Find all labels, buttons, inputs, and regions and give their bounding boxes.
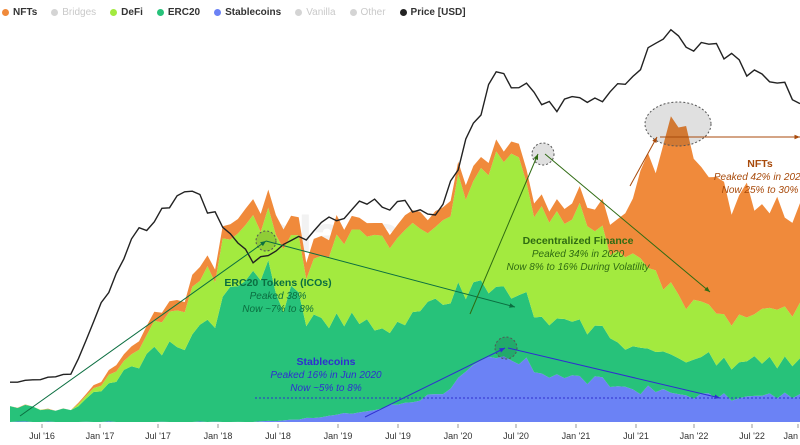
legend-item-nfts[interactable]: NFTs: [2, 7, 37, 18]
annotation-line: Peaked 38%: [250, 291, 307, 302]
legend-dot-icon: [214, 8, 222, 16]
trend-arrow-down: [544, 153, 711, 293]
area-defi: [10, 151, 800, 411]
legend-dot-icon: [399, 8, 407, 16]
peak-marker: [494, 336, 518, 360]
x-tick-label: Jul '22: [739, 431, 765, 441]
legend-label: Bridges: [62, 6, 97, 18]
trend-arrow-up: [19, 240, 267, 417]
annotation-decentralized-finance: Decentralized Finance Peaked 34% in 2020 N…: [469, 142, 711, 315]
stacked-areas: [10, 116, 800, 422]
annotation-nfts: NFTs Peaked 42% in 2021 Now 25% to 30%: [629, 101, 800, 196]
arrowhead-icon: [704, 286, 710, 292]
annotation-line: Now 25% to 30%: [722, 185, 799, 196]
legend-item-price-usd[interactable]: Price [USD]: [399, 6, 466, 18]
x-tick-label: Jan: [783, 431, 798, 441]
x-axis: Jul '16 Jan '17 Jul '17 Jan '18 Jul '18 Jan '…: [29, 424, 799, 441]
x-tick-label: Jan '22: [680, 431, 709, 441]
annotation-title: ERC20 Tokens (ICOs): [224, 277, 331, 289]
chart-area: glassnode ERC20 Tokens (ICOs)Peaked 38%N…: [10, 28, 800, 441]
arrowhead-icon: [652, 137, 657, 143]
peak-marker: [531, 142, 555, 166]
legend-label: Stablecoins: [225, 6, 282, 18]
annotation-line: Peaked 34% in 2020: [532, 249, 625, 260]
annotation-title: Decentralized Finance: [523, 235, 634, 247]
legend-dot-icon: [2, 8, 9, 16]
area-stablecoins: [10, 356, 800, 422]
legend-item-defi[interactable]: DeFi: [110, 7, 143, 18]
trend-arrow-down: [507, 347, 721, 399]
arrowhead-icon: [509, 303, 515, 308]
x-tick-label: Jan '18: [204, 431, 233, 441]
x-tick-label: Jan '19: [324, 431, 353, 441]
price-line: [10, 28, 800, 383]
x-tick-label: Jul '19: [385, 431, 411, 441]
trend-arrow-up: [629, 136, 658, 187]
price-line-layer: [10, 28, 800, 383]
arrowhead-icon: [260, 241, 266, 247]
x-tick-label: Jul '16: [29, 431, 55, 441]
x-tick-label: Jul '17: [145, 431, 171, 441]
x-tick-label: Jan '21: [562, 431, 591, 441]
legend-dot-icon: [110, 8, 118, 16]
area-erc20: [10, 260, 800, 422]
legend-label: Vanilla: [306, 6, 336, 18]
legend-item-vanilla[interactable]: Vanilla: [295, 6, 336, 18]
annotation-title: Stablecoins: [297, 356, 356, 368]
annotation-line: Now ~5% to 8%: [290, 383, 362, 394]
legend-label: Other: [360, 6, 386, 18]
legend-item-stablecoins[interactable]: Stablecoins: [214, 7, 281, 18]
legend-item-erc20[interactable]: ERC20: [156, 6, 201, 18]
annotations: ERC20 Tokens (ICOs) Peaked 38% Now ~7% to …: [19, 101, 800, 418]
arrowhead-icon: [794, 134, 800, 140]
legend-label: ERC20: [167, 6, 201, 18]
annotation-line: Peaked 42% in 2021: [714, 172, 800, 183]
legend-item-other[interactable]: Other: [349, 6, 386, 18]
x-tick-label: Jul '18: [265, 431, 291, 441]
trend-arrow-up: [469, 153, 539, 315]
annotation-erc20-tokens-icos: ERC20 Tokens (ICOs) Peaked 38% Now ~7% to …: [19, 230, 516, 417]
annotation-title: NFTs: [747, 158, 773, 170]
annotation-stablecoins: Stablecoins Peaked 16% in Jun 2020 Now ~5%…: [270, 336, 721, 418]
annotation-line: Peaked 16% in Jun 2020: [270, 370, 382, 381]
legend-dot-icon: [156, 8, 164, 16]
annotation-line: Now ~7% to 8%: [242, 304, 314, 315]
legend-dot-icon: [349, 8, 357, 16]
peak-marker: [644, 101, 712, 147]
arrowhead-icon: [499, 348, 505, 353]
x-tick-label: Jul '20: [503, 431, 529, 441]
legend-dot-icon: [51, 8, 59, 16]
arrowhead-icon: [533, 154, 538, 160]
legend-label: DeFi: [121, 6, 143, 18]
legend: NFTs Bridges DeFi ERC20 Stablecoins Vanilla Ot…: [0, 0, 800, 24]
annotation-line: Now 8% to 16% During Volatility: [506, 262, 650, 273]
x-tick-label: Jan '20: [444, 431, 473, 441]
trend-arrow-up: [364, 347, 506, 418]
trend-arrow-down: [265, 240, 516, 308]
legend-label: Price [USD]: [410, 6, 466, 18]
x-tick-label: Jul '21: [623, 431, 649, 441]
legend-item-bridges[interactable]: Bridges: [51, 7, 96, 18]
legend-dot-icon: [295, 8, 303, 16]
legend-label: NFTs: [13, 6, 38, 18]
x-tick-label: Jan '17: [86, 431, 115, 441]
